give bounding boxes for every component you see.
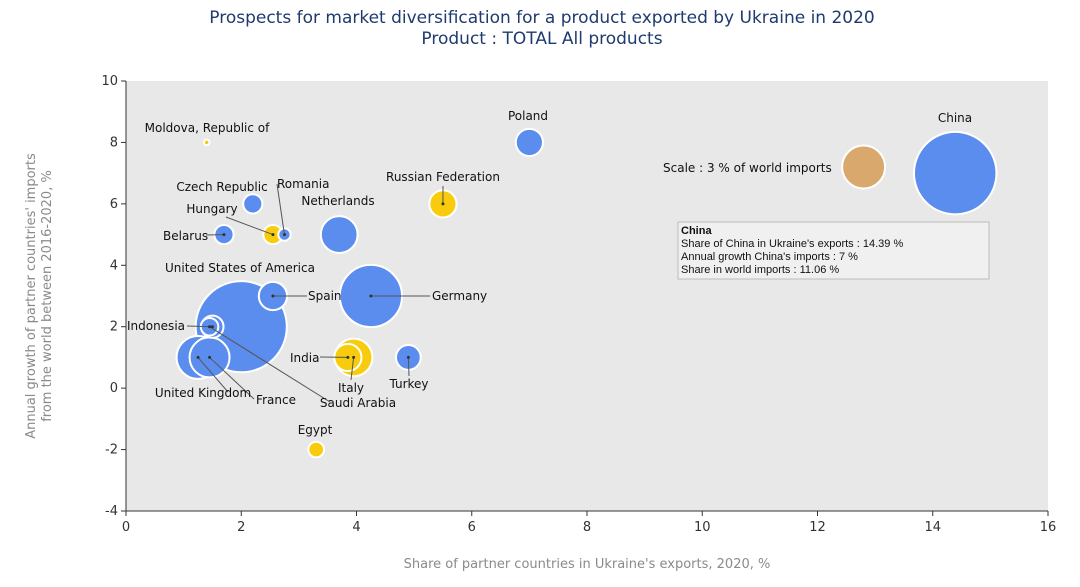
tooltip-title: China [681,225,712,237]
bubble-label: Belarus [163,229,208,243]
bubble-center-dot [196,355,200,359]
bubble-center-dot [222,233,226,237]
bubble-label: Indonesia [127,319,185,333]
bubble-label: Italy [338,381,364,395]
bubble-label: Czech Republic [176,180,267,194]
bubble-netherlands[interactable] [319,215,359,254]
leader-line [407,357,410,377]
bubble-center-dot [210,325,214,329]
y-tick-label: 6 [110,197,118,212]
bubble-poland[interactable] [514,127,544,158]
bubbles [175,127,998,459]
y-tick-label: 2 [110,320,118,335]
leader-line [225,216,274,236]
tooltip-line-2: Annual growth China's imports : 7 % [681,251,858,263]
bubble-label: India [290,351,319,365]
bubble-label: Poland [508,109,548,123]
bubble-egypt[interactable] [307,440,326,459]
y-axis-ticks: -4 -2 0 2 4 6 8 10 [101,74,126,519]
scale-label: Scale : 3 % of world imports [663,161,832,175]
tooltip: China Share of China in Ukraine's export… [677,221,990,280]
scale-bubble [841,144,887,190]
x-tick-label: 4 [352,520,360,535]
x-tick-label: 16 [1040,520,1057,535]
bubble-china[interactable] [912,130,998,216]
bubble-label: United States of America [165,261,315,275]
bubble-center-dot [208,355,212,359]
x-tick-label: 8 [583,520,591,535]
leader-line [350,357,355,381]
tooltip-line-3: Share in world imports : 11.06 % [681,264,839,276]
bubble-label: France [256,393,296,407]
bubble-label: Spain [308,289,342,303]
y-tick-label: 8 [110,135,118,150]
chart-subtitle: Product : TOTAL All products [421,29,662,49]
bubble-label: Turkey [388,377,428,391]
bubble-label: Egypt [298,423,333,437]
chart-title: Prospects for market diversification for… [209,8,875,28]
tooltip-line-1: Share of China in Ukraine's exports : 14… [681,238,903,250]
x-tick-label: 2 [237,520,245,535]
bubble-center-dot [271,294,275,298]
leader-line [209,357,255,400]
y-tick-label: -4 [105,504,118,519]
bubble-labels: China United States of America Germany Neth… [127,109,972,437]
bubble-label: Germany [432,289,487,303]
y-axis-title-line-1: Annual growth of partner countries' impo… [24,153,39,439]
bubble-label: Saudi Arabia [320,396,396,410]
x-tick-label: 12 [809,520,826,535]
y-tick-label: 0 [110,381,118,396]
x-tick-label: 0 [122,520,130,535]
y-tick-label: 4 [110,258,118,273]
y-tick-label: 10 [101,74,118,89]
bubble-czech-republic[interactable] [242,193,264,215]
bubble-label: Hungary [186,202,237,216]
bubble-label: Russian Federation [386,170,500,184]
bubble-center-dot [208,325,212,329]
bubble-center-dot [406,355,410,359]
x-tick-label: 10 [694,520,711,535]
bubble-center-dot [271,233,275,237]
leader-line [276,183,285,235]
leader-lines [186,183,445,403]
x-axis-ticks: 0 2 4 6 8 10 12 14 16 [122,511,1056,535]
bubble-label: Moldova, Republic of [145,121,271,135]
bubble-center-dot [346,355,350,359]
leader-line [209,326,331,403]
bubble-center-dot [282,233,286,237]
x-tick-label: 6 [468,520,476,535]
bubble-label: Romania [277,177,329,191]
bubble-center-dot [352,355,356,359]
y-axis-title-line-2: from the world between 2016-2020, % [40,170,55,422]
x-tick-label: 14 [924,520,941,535]
bubble-label: United Kingdom [155,386,251,400]
bubble-label: Netherlands [301,194,374,208]
y-tick-label: -2 [105,443,118,458]
leader-line [197,357,229,393]
bubble-center-dot [369,294,373,298]
bubble-center-dot [441,202,445,206]
bubble-label: China [938,111,972,125]
x-axis-title: Share of partner countries in Ukraine's … [404,557,771,572]
bubble-moldova-republic-of[interactable] [202,138,211,147]
